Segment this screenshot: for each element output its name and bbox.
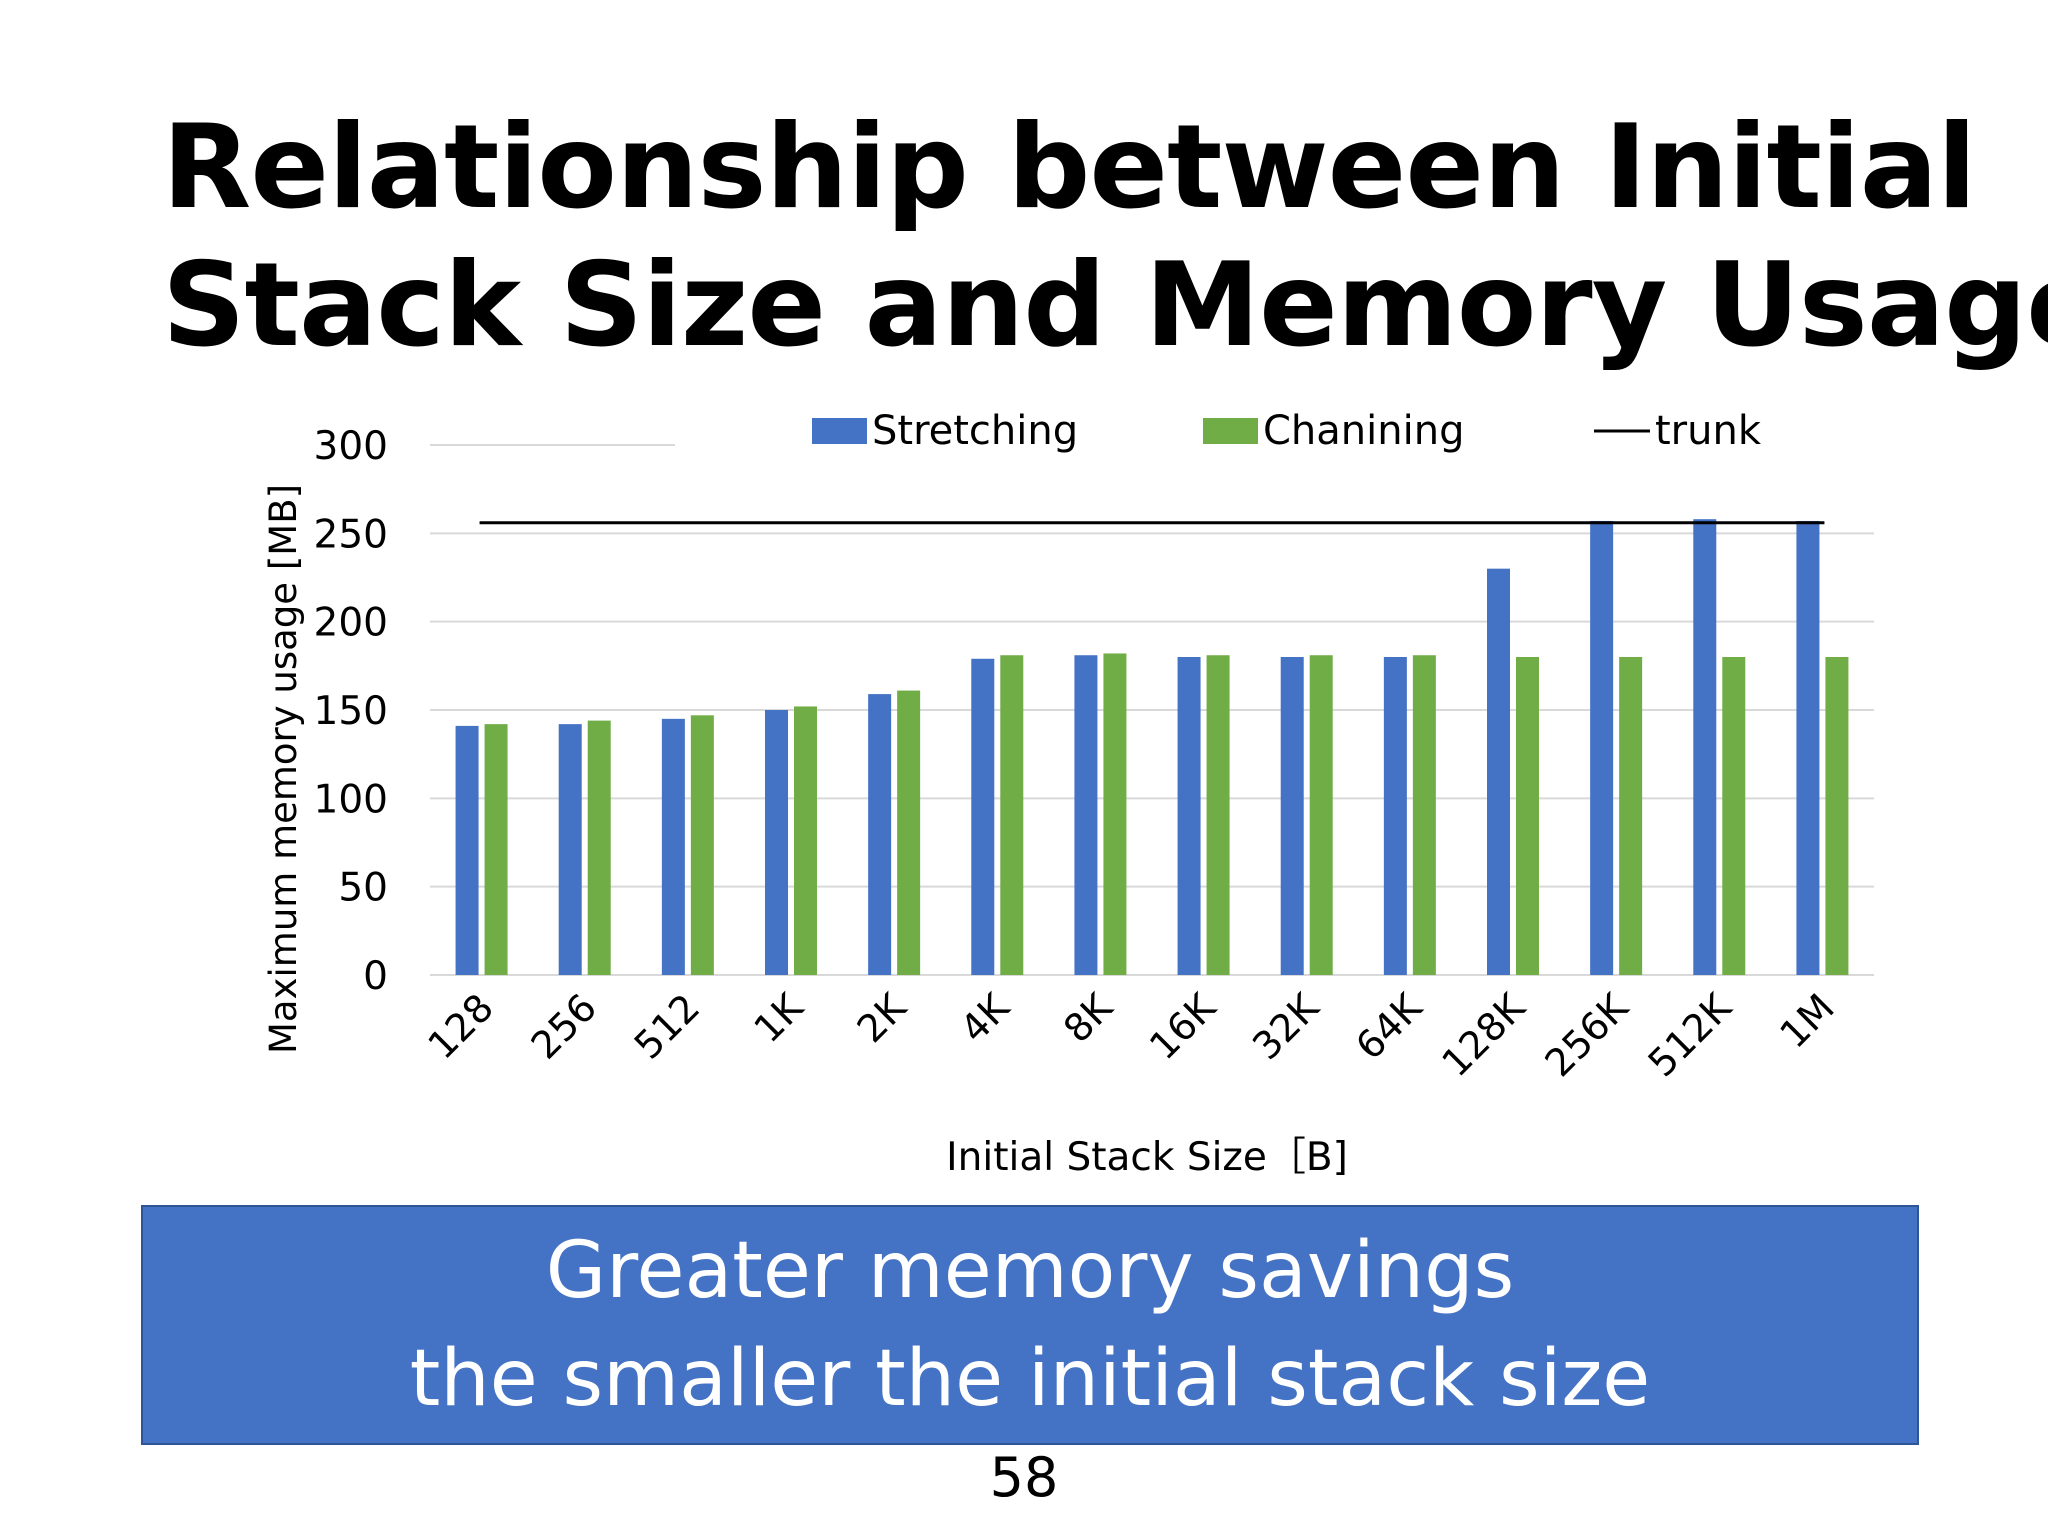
bar-stretching-128k bbox=[1487, 568, 1510, 975]
slide-title-line-2: Stack Size and Memory Usage bbox=[162, 238, 2048, 373]
bar-chanining-32k bbox=[1309, 655, 1333, 975]
x-tick-label: 16K bbox=[1141, 984, 1225, 1068]
gridlines bbox=[430, 444, 1874, 976]
x-axis-ticks: 128 256 512 1K 2K 4K 8K 16K 32K 64K 128K 256K 512K 1M bbox=[420, 984, 1843, 1085]
bar-stretching-32k bbox=[1280, 657, 1304, 975]
x-tick-label: 32K bbox=[1244, 984, 1328, 1068]
x-tick-label: 256K bbox=[1536, 984, 1637, 1085]
bar-stretching-256 bbox=[558, 724, 582, 975]
y-tick-label: 150 bbox=[314, 689, 388, 734]
bar-stretching-2k bbox=[868, 694, 892, 975]
x-tick-label: 1M bbox=[1771, 985, 1842, 1056]
bar-chanining-128k bbox=[1516, 657, 1539, 975]
bar-chanining-64k bbox=[1412, 655, 1436, 975]
bar-chanining-512 bbox=[690, 715, 714, 975]
bar-stretching-512 bbox=[661, 718, 685, 975]
bar-stretching-256k bbox=[1590, 520, 1614, 975]
y-tick-label: 200 bbox=[314, 601, 388, 646]
y-tick-label: 300 bbox=[314, 424, 388, 469]
bar-stretching-128 bbox=[455, 725, 479, 975]
x-axis-label: Initial Stack Size［B] bbox=[946, 1135, 1348, 1180]
legend-label-trunk: trunk bbox=[1655, 408, 1762, 454]
bar-chanining-16k bbox=[1206, 655, 1230, 975]
x-tick-label: 64K bbox=[1347, 984, 1431, 1068]
y-tick-label: 250 bbox=[314, 512, 388, 557]
y-tick-label: 0 bbox=[363, 954, 388, 999]
bar-chanining-512k bbox=[1722, 657, 1746, 975]
legend-label-chanining: Chanining bbox=[1263, 408, 1464, 454]
x-tick-label: 2K bbox=[849, 984, 916, 1051]
x-tick-label: 512K bbox=[1640, 984, 1741, 1085]
bar-stretching-512k bbox=[1693, 519, 1717, 975]
x-tick-label: 1K bbox=[746, 984, 813, 1051]
bar-chanining-1m bbox=[1825, 657, 1849, 975]
bar-stretching-16k bbox=[1177, 657, 1201, 975]
y-axis-ticks: 0 50 100 150 200 250 300 bbox=[314, 424, 388, 999]
bar-chanining-256 bbox=[587, 720, 611, 975]
callout-box: Greater memory savings the smaller the i… bbox=[141, 1205, 1919, 1445]
bar-chanining-1k bbox=[794, 706, 817, 975]
x-tick-label: 4K bbox=[952, 984, 1019, 1051]
x-tick-label: 512 bbox=[626, 985, 708, 1067]
bar-chanining-128 bbox=[484, 724, 508, 975]
page-number: 58 bbox=[989, 1446, 1059, 1509]
callout-line-2: the smaller the initial stack size bbox=[409, 1334, 1651, 1424]
x-tick-label: 128 bbox=[420, 985, 502, 1067]
bars bbox=[455, 519, 1849, 975]
legend: Stretching Chanining trunk bbox=[812, 408, 1762, 454]
bar-chanining-8k bbox=[1103, 653, 1127, 975]
x-tick-label: 128K bbox=[1433, 984, 1534, 1085]
callout-line-1: Greater memory savings bbox=[545, 1226, 1515, 1316]
x-tick-label: 8K bbox=[1055, 984, 1122, 1051]
bar-stretching-64k bbox=[1383, 657, 1407, 975]
y-tick-label: 100 bbox=[314, 777, 388, 822]
bar-stretching-4k bbox=[971, 658, 995, 975]
slide-title-line-1: Relationship between Initial bbox=[162, 100, 1977, 235]
y-tick-label: 50 bbox=[338, 866, 388, 911]
x-tick-label: 256 bbox=[523, 985, 605, 1067]
legend-swatch-chanining bbox=[1203, 418, 1258, 444]
legend-swatch-stretching bbox=[812, 418, 867, 444]
legend-label-stretching: Stretching bbox=[872, 408, 1078, 454]
bar-stretching-1k bbox=[765, 710, 788, 975]
bar-chanining-2k bbox=[897, 690, 921, 975]
y-axis-label: Maximum memory usage [MB] bbox=[262, 484, 305, 1054]
bar-chanining-256k bbox=[1619, 657, 1643, 975]
bar-stretching-1m bbox=[1796, 520, 1820, 975]
bar-chanining-4k bbox=[1000, 655, 1024, 975]
bar-stretching-8k bbox=[1074, 655, 1098, 975]
